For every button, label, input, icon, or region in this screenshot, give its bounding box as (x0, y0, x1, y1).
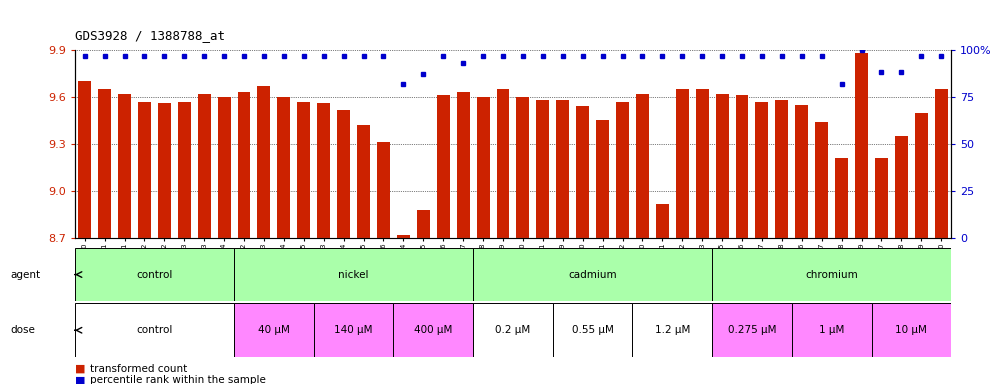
Bar (934, 89, 947, 238)
Text: GDS3928 / 1388788_at: GDS3928 / 1388788_at (75, 29, 225, 42)
Bar (317, 103, 330, 238)
Bar (556, 100, 569, 238)
Bar (596, 121, 609, 238)
Bar (715, 94, 729, 238)
Bar (234, 248, 473, 301)
Bar (516, 97, 529, 238)
Bar (755, 102, 768, 238)
Text: nickel: nickel (339, 270, 369, 280)
Text: 10 μM: 10 μM (895, 325, 927, 335)
Text: 0.275 μM: 0.275 μM (728, 325, 776, 335)
Bar (376, 142, 389, 238)
Bar (655, 204, 668, 238)
Text: 1.2 μM: 1.2 μM (654, 325, 690, 335)
Bar (775, 100, 788, 238)
Text: 400 μM: 400 μM (414, 325, 452, 335)
Text: control: control (136, 270, 172, 280)
Bar (197, 94, 210, 238)
Bar (712, 303, 792, 357)
Bar (476, 97, 489, 238)
Text: ■: ■ (75, 375, 86, 384)
Bar (616, 102, 628, 238)
Bar (635, 94, 648, 238)
Bar (456, 92, 469, 238)
Text: 0.2 μM: 0.2 μM (495, 325, 531, 335)
Text: 40 μM: 40 μM (258, 325, 290, 335)
Bar (257, 86, 270, 238)
Text: 140 μM: 140 μM (335, 325, 373, 335)
Bar (735, 95, 748, 238)
Bar (98, 89, 111, 238)
Bar (473, 248, 712, 301)
Bar (75, 303, 234, 357)
Bar (416, 210, 429, 238)
Bar (277, 97, 290, 238)
Bar (157, 103, 171, 238)
Text: percentile rank within the sample: percentile rank within the sample (90, 375, 266, 384)
Bar (835, 158, 848, 238)
Text: transformed count: transformed count (90, 364, 187, 374)
Bar (815, 122, 828, 238)
Bar (337, 109, 350, 238)
Bar (695, 89, 708, 238)
Bar (396, 235, 409, 238)
Bar (675, 89, 688, 238)
Bar (536, 100, 549, 238)
Bar (357, 125, 371, 238)
Bar (496, 89, 509, 238)
Text: ■: ■ (75, 364, 86, 374)
Bar (436, 95, 449, 238)
Bar (297, 102, 310, 238)
Bar (632, 303, 712, 357)
Text: dose: dose (10, 325, 35, 335)
Bar (473, 303, 553, 357)
Bar (314, 303, 393, 357)
Bar (217, 97, 230, 238)
Bar (855, 53, 868, 238)
Bar (393, 303, 473, 357)
Bar (874, 158, 887, 238)
Bar (872, 303, 951, 357)
Bar (75, 248, 234, 301)
Bar (712, 248, 951, 301)
Bar (795, 105, 808, 238)
Bar (177, 102, 191, 238)
Text: 1 μM: 1 μM (819, 325, 845, 335)
Bar (118, 94, 130, 238)
Bar (234, 303, 314, 357)
Text: agent: agent (10, 270, 40, 280)
Bar (576, 106, 589, 238)
Bar (894, 136, 907, 238)
Bar (792, 303, 872, 357)
Text: cadmium: cadmium (569, 270, 617, 280)
Bar (553, 303, 632, 357)
Bar (78, 81, 91, 238)
Text: 0.55 μM: 0.55 μM (572, 325, 614, 335)
Text: control: control (136, 325, 172, 335)
Bar (914, 113, 927, 238)
Bar (237, 92, 250, 238)
Text: chromium: chromium (806, 270, 858, 280)
Bar (137, 102, 151, 238)
